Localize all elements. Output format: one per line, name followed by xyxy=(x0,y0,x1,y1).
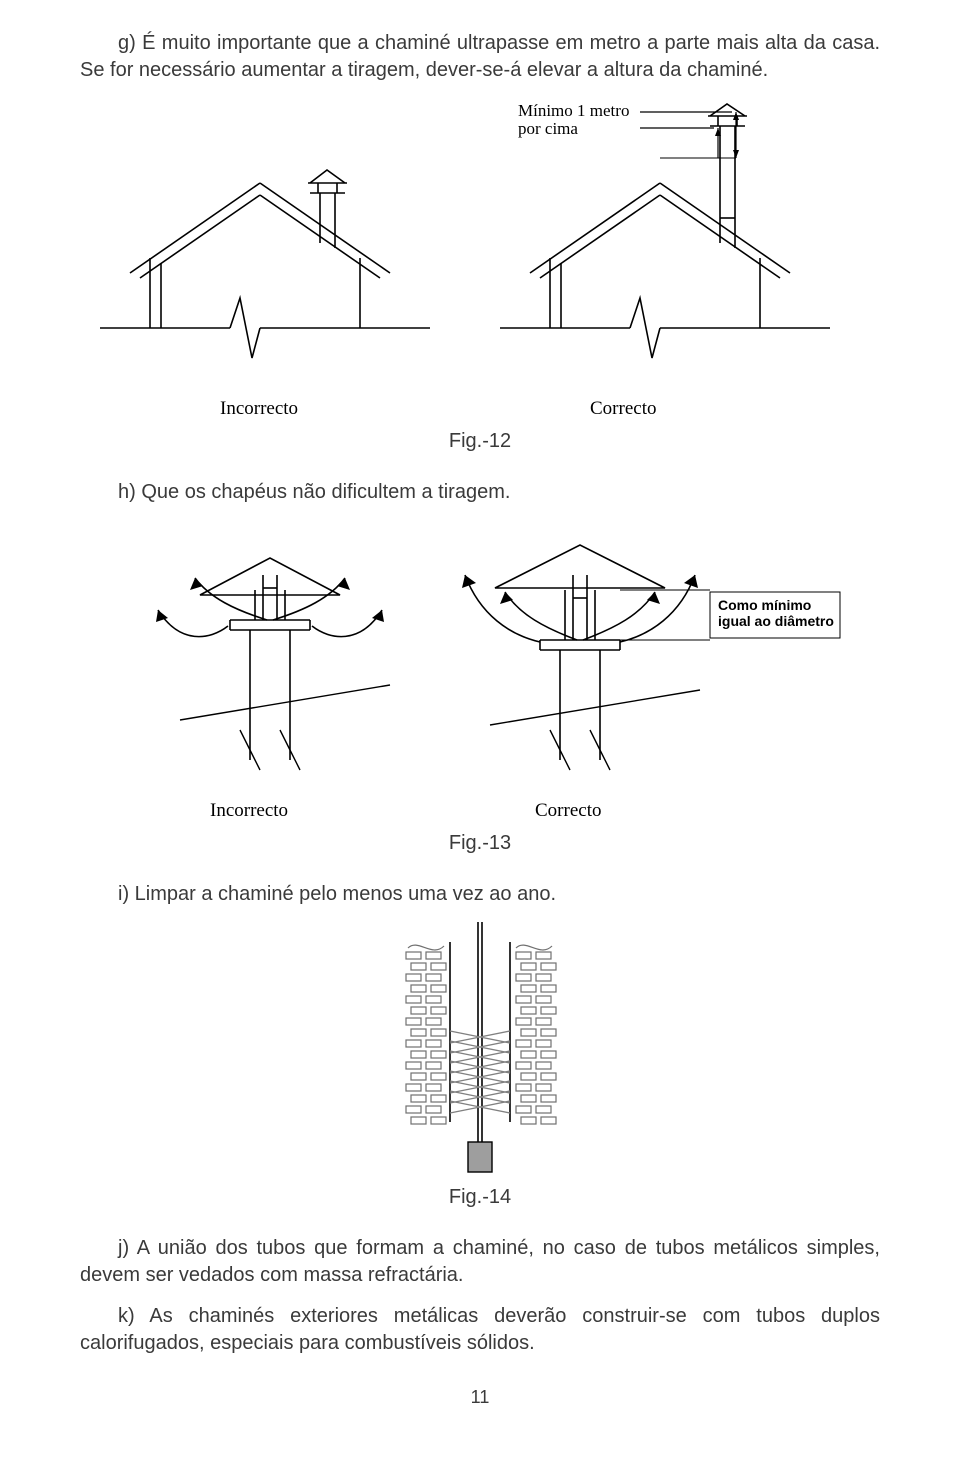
fig12-label-incorrect: Incorrecto xyxy=(220,398,298,420)
fig12-dim-text-2: por cima xyxy=(518,119,578,138)
paragraph-g: g) É muito importante que a chaminé ultr… xyxy=(80,30,880,84)
fig12-label-correct: Correcto xyxy=(590,398,656,420)
paragraph-k: k) As chaminés exteriores metálicas deve… xyxy=(80,1303,880,1357)
fig13-label-incorrect: Incorrecto xyxy=(210,800,288,822)
fig13-caption: Fig.-13 xyxy=(80,832,880,855)
figure-13: Como mínimo igual ao diâmetro xyxy=(100,520,860,800)
paragraph-i: i) Limpar a chaminé pelo menos uma vez a… xyxy=(80,881,880,908)
fig13-dim-text-2: igual ao diâmetro xyxy=(718,613,834,629)
fig12-dim-text-1: Mínimo 1 metro xyxy=(518,101,629,120)
paragraph-h: h) Que os chapéus não dificultem a tirag… xyxy=(80,479,880,506)
fig14-caption: Fig.-14 xyxy=(80,1186,880,1209)
figure-14 xyxy=(350,922,610,1182)
fig13-dim-text-1: Como mínimo xyxy=(718,597,811,613)
fig12-caption: Fig.-12 xyxy=(80,430,880,453)
figure-12: Mínimo 1 metro por cima xyxy=(100,98,860,398)
paragraph-j: j) A união dos tubos que formam a chamin… xyxy=(80,1235,880,1289)
fig13-label-correct: Correcto xyxy=(535,800,601,822)
page-number: 11 xyxy=(80,1387,880,1408)
